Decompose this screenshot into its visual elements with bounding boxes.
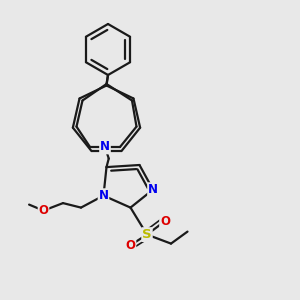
Text: N: N [148,183,158,196]
Text: N: N [100,140,110,154]
Text: O: O [125,238,136,252]
Text: O: O [160,214,170,228]
Text: S: S [142,228,152,241]
Text: N: N [98,189,109,202]
Text: O: O [38,204,49,217]
